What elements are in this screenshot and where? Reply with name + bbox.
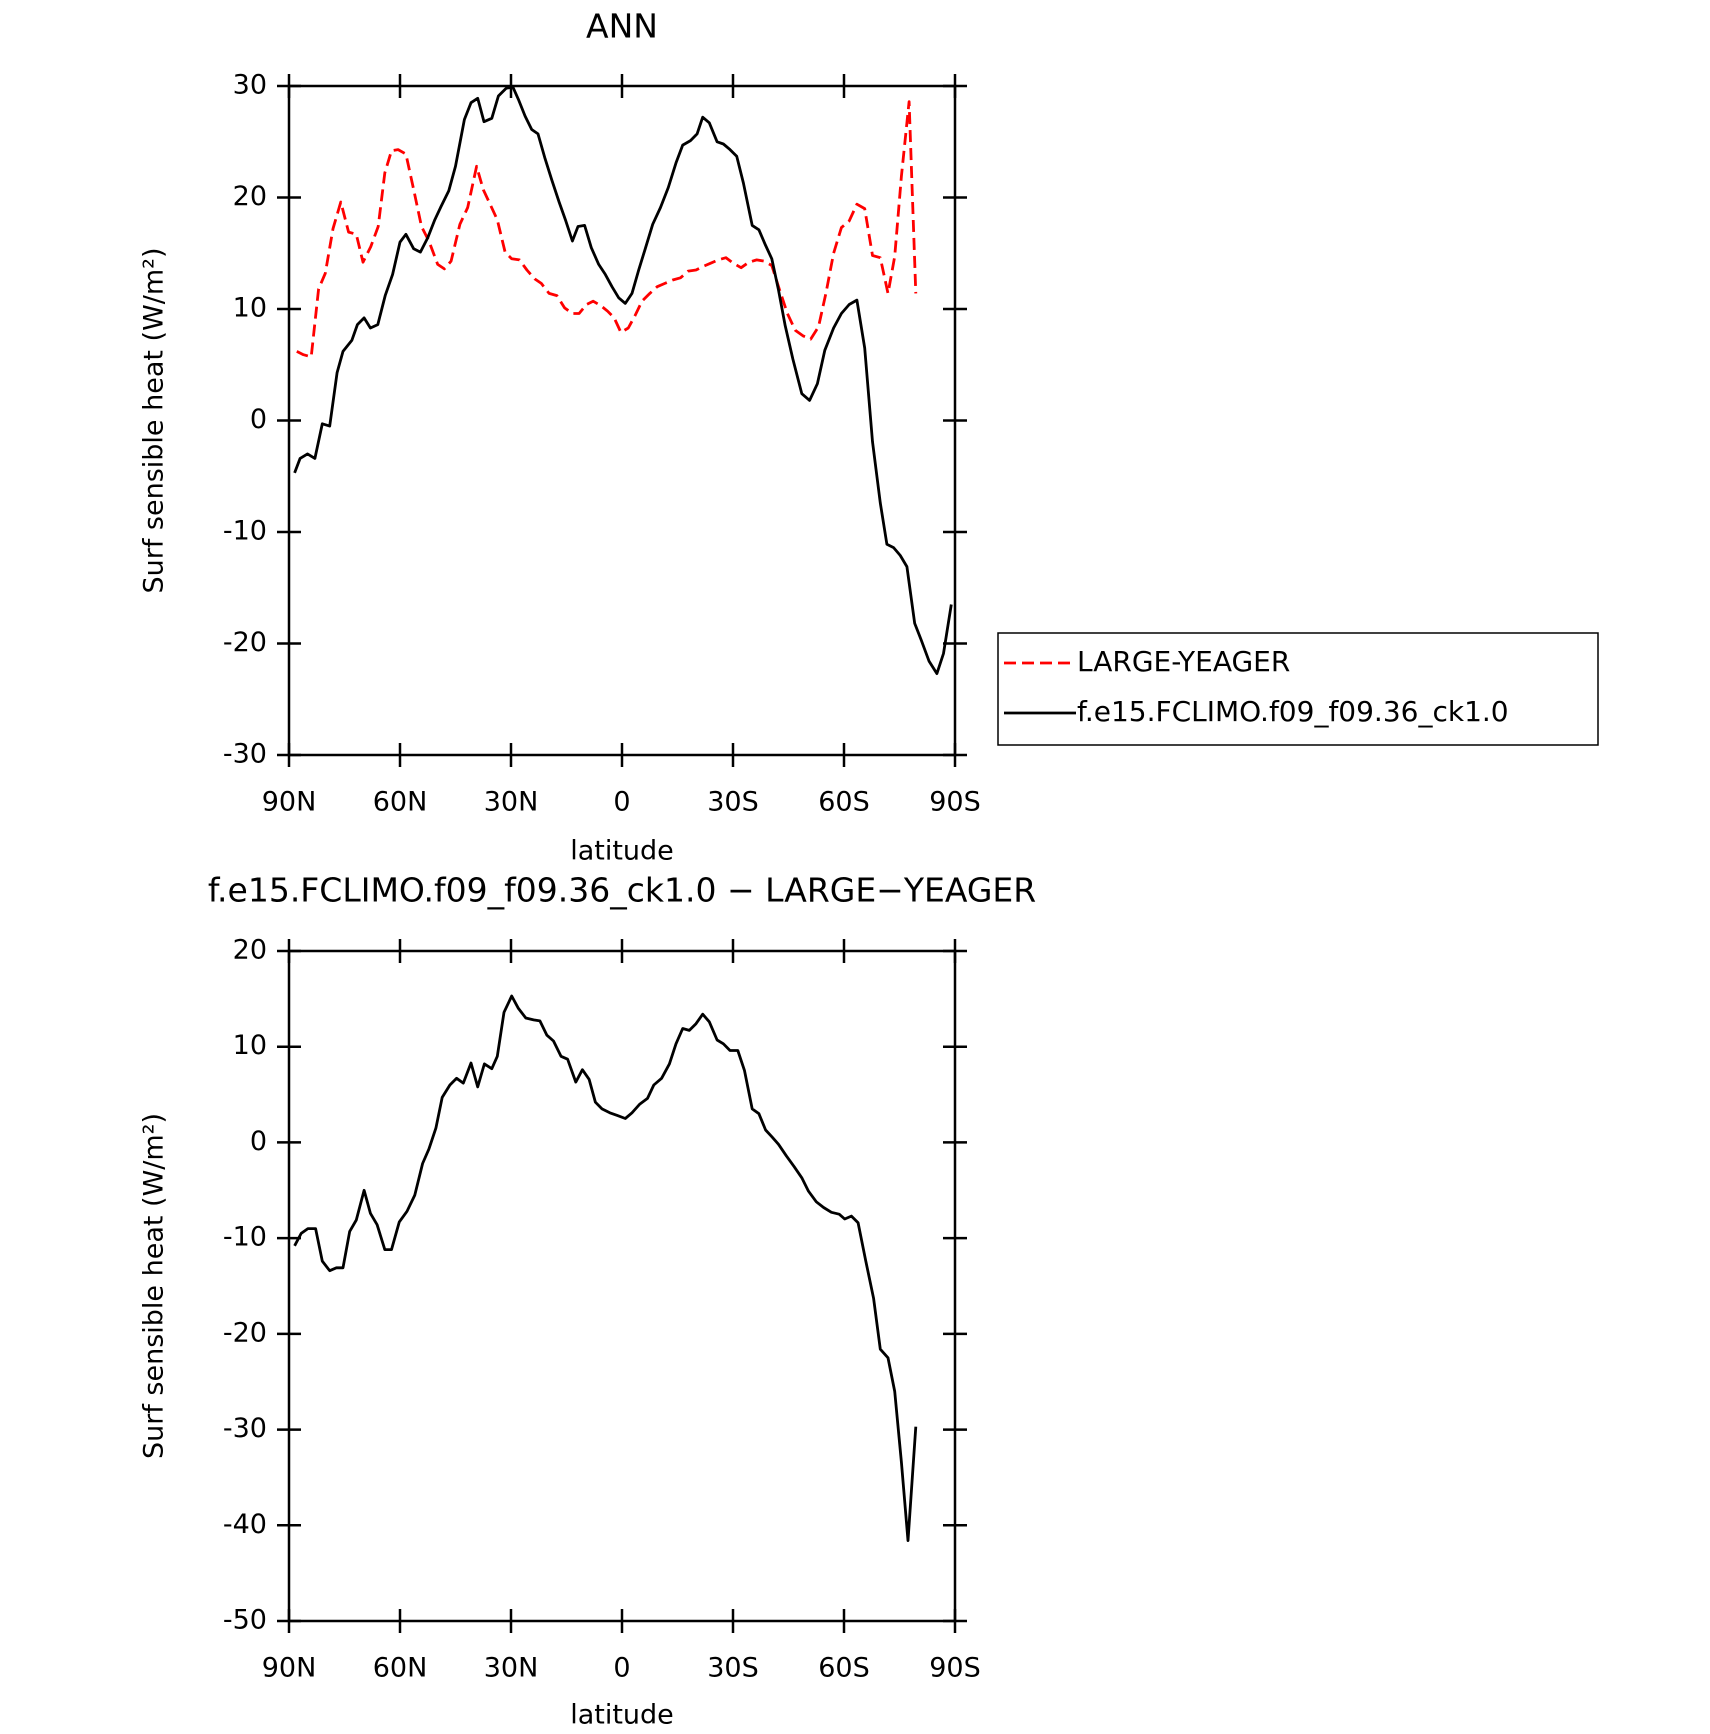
plot-frame: [287, 84, 957, 757]
x-tick-label: 90N: [262, 1653, 317, 1684]
chart-title: f.e15.FCLIMO.f09_f09.36_ck1.0 − LARGE−YE…: [208, 871, 1036, 910]
data-line: [293, 85, 953, 675]
y-tick-label: 0: [250, 1126, 267, 1157]
x-tick-label: 30S: [707, 1653, 759, 1684]
y-tick-label: 20: [233, 935, 267, 966]
plot-frame: [287, 949, 957, 1623]
x-axis-label: latitude: [570, 836, 674, 867]
x-tick-label: 30N: [484, 787, 539, 818]
y-tick-label: -20: [223, 1317, 267, 1348]
legend-label: LARGE-YEAGER: [1077, 645, 1290, 678]
y-tick-label: -50: [223, 1605, 267, 1636]
y-tick-label: 10: [233, 293, 267, 324]
x-tick-label: 90S: [929, 1653, 981, 1684]
legend-box: [997, 632, 1599, 746]
x-tick-label: 0: [613, 787, 630, 818]
y-tick-label: -20: [223, 627, 267, 658]
x-tick-label: 90N: [262, 787, 317, 818]
y-tick-label: 30: [233, 70, 267, 101]
x-axis-label: latitude: [570, 1700, 674, 1731]
x-tick-label: 30S: [707, 787, 759, 818]
y-tick-label: -30: [223, 739, 267, 770]
x-tick-label: 0: [613, 1653, 630, 1684]
x-tick-label: 60N: [373, 1653, 428, 1684]
x-tick-label: 60S: [818, 787, 870, 818]
y-tick-label: 20: [233, 181, 267, 212]
y-axis-label: Surf sensible heat (W/m²): [139, 1113, 170, 1459]
y-tick-label: 10: [233, 1030, 267, 1061]
y-tick-label: -40: [223, 1509, 267, 1540]
y-tick-label: -30: [223, 1413, 267, 1444]
chart-title: ANN: [586, 7, 658, 46]
y-tick-label: -10: [223, 516, 267, 547]
x-tick-label: 60S: [818, 1653, 870, 1684]
y-tick-label: 0: [250, 404, 267, 435]
legend-label: f.e15.FCLIMO.f09_f09.36_ck1.0: [1077, 695, 1509, 728]
data-line: [296, 100, 918, 359]
y-axis-label: Surf sensible heat (W/m²): [139, 247, 170, 593]
x-tick-label: 90S: [929, 787, 981, 818]
x-tick-label: 60N: [373, 787, 428, 818]
y-tick-label: -10: [223, 1222, 267, 1253]
x-tick-label: 30N: [484, 1653, 539, 1684]
data-line: [293, 994, 918, 1542]
